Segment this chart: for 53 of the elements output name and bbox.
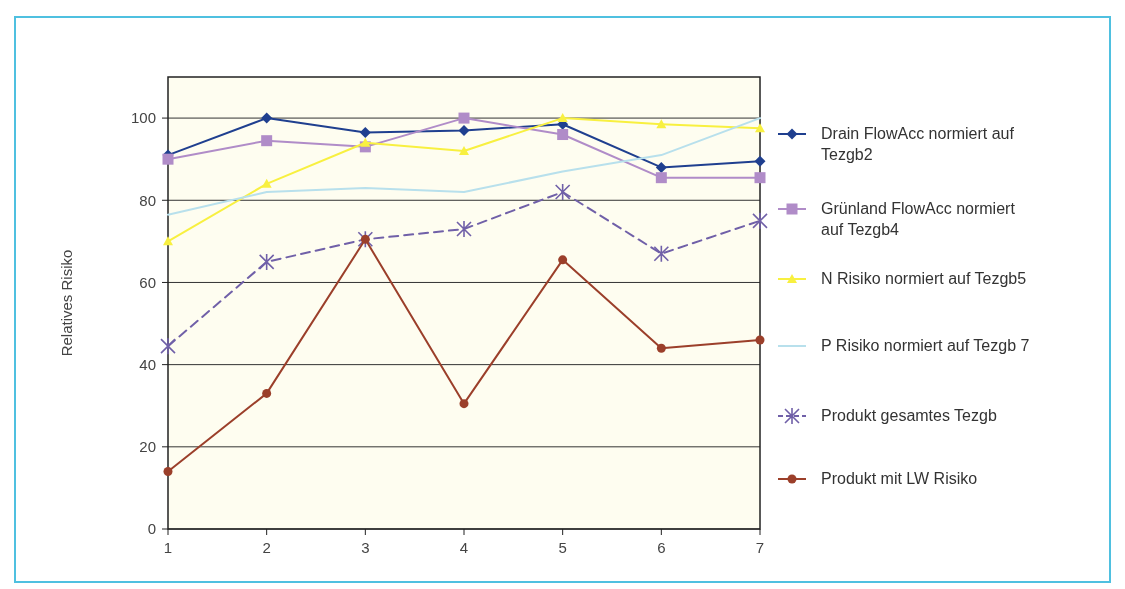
point <box>752 212 768 230</box>
y-tick-label: 80 <box>139 191 156 209</box>
point <box>754 155 766 167</box>
point <box>458 124 470 136</box>
legend-label: P Risiko normiert auf Tezgb 7 <box>821 337 1030 354</box>
point <box>656 119 667 129</box>
x-tick-label: 6 <box>657 539 666 556</box>
point <box>357 230 374 249</box>
point <box>755 335 765 345</box>
x-tick-label: 1 <box>163 539 173 556</box>
point <box>557 129 569 141</box>
legend-label: Grünland FlowAcc normiert auf Tezgb4 <box>821 200 1016 238</box>
point <box>160 337 176 355</box>
point <box>360 137 371 147</box>
point <box>754 172 766 184</box>
legend-label: N Risiko normiert auf Tezgb5 <box>821 270 1027 287</box>
point <box>261 135 273 147</box>
x-tick-label: 2 <box>262 539 271 556</box>
point <box>655 172 667 184</box>
x-tick-label: 3 <box>361 539 370 556</box>
point <box>261 178 272 188</box>
legend-label: Produkt gesamtes Tezgb <box>821 407 997 424</box>
point <box>359 126 371 138</box>
y-axis-title: Relatives Risiko <box>58 249 75 357</box>
point <box>653 244 670 263</box>
point <box>456 220 472 238</box>
point <box>558 255 568 265</box>
y-tick-label: 20 <box>139 438 156 456</box>
point <box>162 153 174 165</box>
point <box>458 112 470 124</box>
line-series <box>167 117 761 216</box>
y-tick-label: 0 <box>147 520 156 538</box>
point <box>258 253 275 271</box>
point <box>459 145 469 155</box>
point <box>262 388 272 398</box>
point <box>755 123 765 133</box>
y-tick-label: 40 <box>139 355 156 373</box>
legend-label: Produkt mit LW Risiko <box>821 470 978 487</box>
point <box>459 399 469 409</box>
point <box>557 113 568 123</box>
point <box>163 466 173 476</box>
point <box>163 236 173 246</box>
point <box>656 343 666 353</box>
point <box>655 161 667 173</box>
x-tick-label: 4 <box>459 539 469 556</box>
y-tick-label: 100 <box>130 109 156 127</box>
point <box>261 112 273 124</box>
point <box>554 183 571 201</box>
y-tick-label: 60 <box>139 273 156 291</box>
x-tick-label: 5 <box>558 539 567 556</box>
x-tick-label: 7 <box>755 539 765 556</box>
point <box>360 234 370 244</box>
legend-label: Drain FlowAcc normiert auf Tezgb2 <box>821 125 1015 163</box>
